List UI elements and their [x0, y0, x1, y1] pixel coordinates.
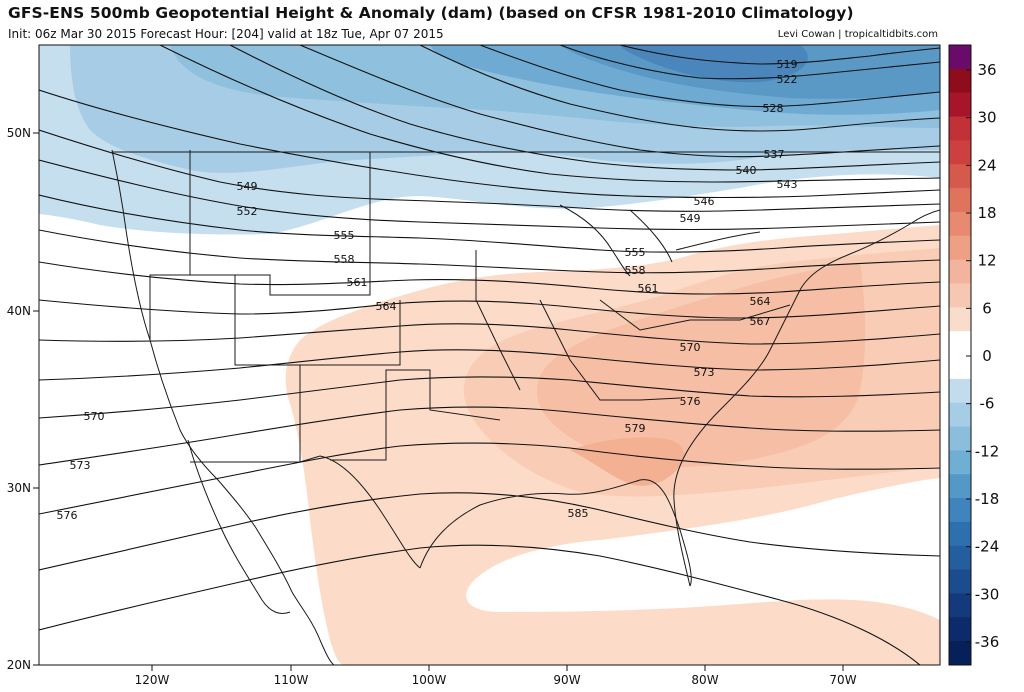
contour-label: 561: [347, 276, 368, 289]
colorbar-segment: [949, 116, 971, 141]
contour-label: 540: [736, 164, 757, 177]
contour-label: 555: [625, 246, 646, 259]
colorbar-segment: [949, 617, 971, 642]
contour-label: 543: [777, 178, 798, 191]
colorbar-segment: [949, 641, 971, 666]
height-contours: [39, 45, 940, 665]
colorbar-segment: [949, 331, 971, 356]
contour-label: 561: [638, 282, 659, 295]
colorbar-label: -24: [975, 538, 1000, 556]
colorbar-label: 24: [977, 156, 996, 174]
longitude-label: 110W: [274, 673, 309, 687]
colorbar-label: 30: [977, 109, 996, 127]
map-frame: [38, 44, 941, 666]
negative-anomaly-core: [620, 45, 808, 83]
positive-anomaly-core: [536, 262, 866, 468]
contour-label: 528: [763, 102, 784, 115]
colorbar-label: 0: [982, 347, 992, 365]
chart-title: GFS-ENS 500mb Geopotential Height & Anom…: [8, 4, 854, 22]
colorbar-label: 6: [982, 299, 992, 317]
colorbar-segment: [949, 521, 971, 547]
longitude-label: 90W: [553, 673, 580, 687]
colorbar-segment: [949, 140, 971, 165]
contour-label: 549: [237, 180, 258, 193]
contour-labels: 519 522 528 537 540 543 546 549 549 552 555 555 558 5…: [57, 58, 798, 522]
colorbar-label: 12: [977, 252, 996, 270]
contour-label: 537: [764, 148, 785, 161]
contour-label: 549: [680, 212, 701, 225]
author-credit: Levi Cowan | tropicaltidbits.com: [777, 29, 938, 40]
colorbar-segment: [949, 164, 971, 189]
colorbar-label: -30: [975, 585, 1000, 603]
colorbar-segment: [949, 593, 971, 618]
longitude-label: 120W: [135, 673, 170, 687]
latitude-label: 50N: [7, 126, 31, 140]
colorbar-segment: [949, 474, 971, 499]
latitude-labels: 50N 40N 30N 20N: [7, 126, 39, 672]
longitude-label: 70W: [829, 673, 856, 687]
geography-outlines: [111, 149, 940, 665]
contour-label: 579: [625, 422, 646, 435]
colorbar-segment: [949, 426, 971, 451]
contour-label: 585: [568, 507, 589, 520]
chart-subtitle: Init: 06z Mar 30 2015 Forecast Hour: [20…: [8, 27, 444, 41]
positive-anomaly-peak: [570, 437, 684, 486]
latitude-label: 40N: [7, 304, 31, 318]
colorbar-segment: [949, 259, 971, 284]
anomaly-colorbar: 36 30 24 18 12 6 0 -6 -12 -18 -24 -30 -36: [948, 44, 1000, 666]
colorbar-segment: [949, 307, 971, 332]
longitude-label: 80W: [691, 673, 718, 687]
contour-label: 567: [750, 315, 771, 328]
contour-label: 570: [680, 341, 701, 354]
colorbar-segment: [949, 450, 971, 475]
contour-label: 573: [694, 366, 715, 379]
colorbar-segment: [949, 68, 971, 94]
colorbar-segment: [949, 283, 971, 308]
colorbar-label: 36: [977, 61, 996, 79]
longitude-label: 100W: [412, 673, 447, 687]
contour-label: 570: [84, 410, 105, 423]
colorbar-segment: [949, 569, 971, 594]
contour-label: 555: [334, 229, 355, 242]
colorbar-segment: [949, 545, 971, 571]
latitude-label: 30N: [7, 481, 31, 495]
colorbar-segment: [949, 92, 971, 117]
colorbar-label: -12: [975, 442, 1000, 460]
colorbar-segment: [949, 211, 971, 237]
colorbar-segment: [949, 45, 971, 70]
contour-label: 564: [376, 300, 397, 313]
latitude-label: 20N: [7, 658, 31, 672]
colorbar-label: -36: [975, 633, 1000, 651]
contour-label: 573: [70, 459, 91, 472]
contour-label: 576: [57, 509, 78, 522]
colorbar-label: 18: [977, 204, 996, 222]
colorbar-segment: [949, 378, 971, 404]
contour-label: 564: [750, 295, 771, 308]
colorbar-label: -6: [980, 395, 995, 413]
contour-label: 558: [334, 253, 355, 266]
colorbar-label: -18: [975, 490, 1000, 508]
colorbar-segment: [949, 402, 971, 427]
longitude-labels: 120W 110W 100W 90W 80W 70W: [135, 665, 857, 687]
contour-label: 522: [777, 73, 798, 86]
colorbar-frame: [948, 44, 972, 666]
colorbar-segment: [949, 235, 971, 261]
colorbar-segment: [949, 498, 971, 523]
colorbar-segment: [949, 355, 971, 380]
contour-label: 576: [680, 395, 701, 408]
contour-label: 558: [625, 264, 646, 277]
contour-label: 546: [694, 195, 715, 208]
contour-label: 552: [237, 205, 258, 218]
contour-label: 519: [777, 58, 798, 71]
colorbar-segment: [949, 188, 971, 213]
